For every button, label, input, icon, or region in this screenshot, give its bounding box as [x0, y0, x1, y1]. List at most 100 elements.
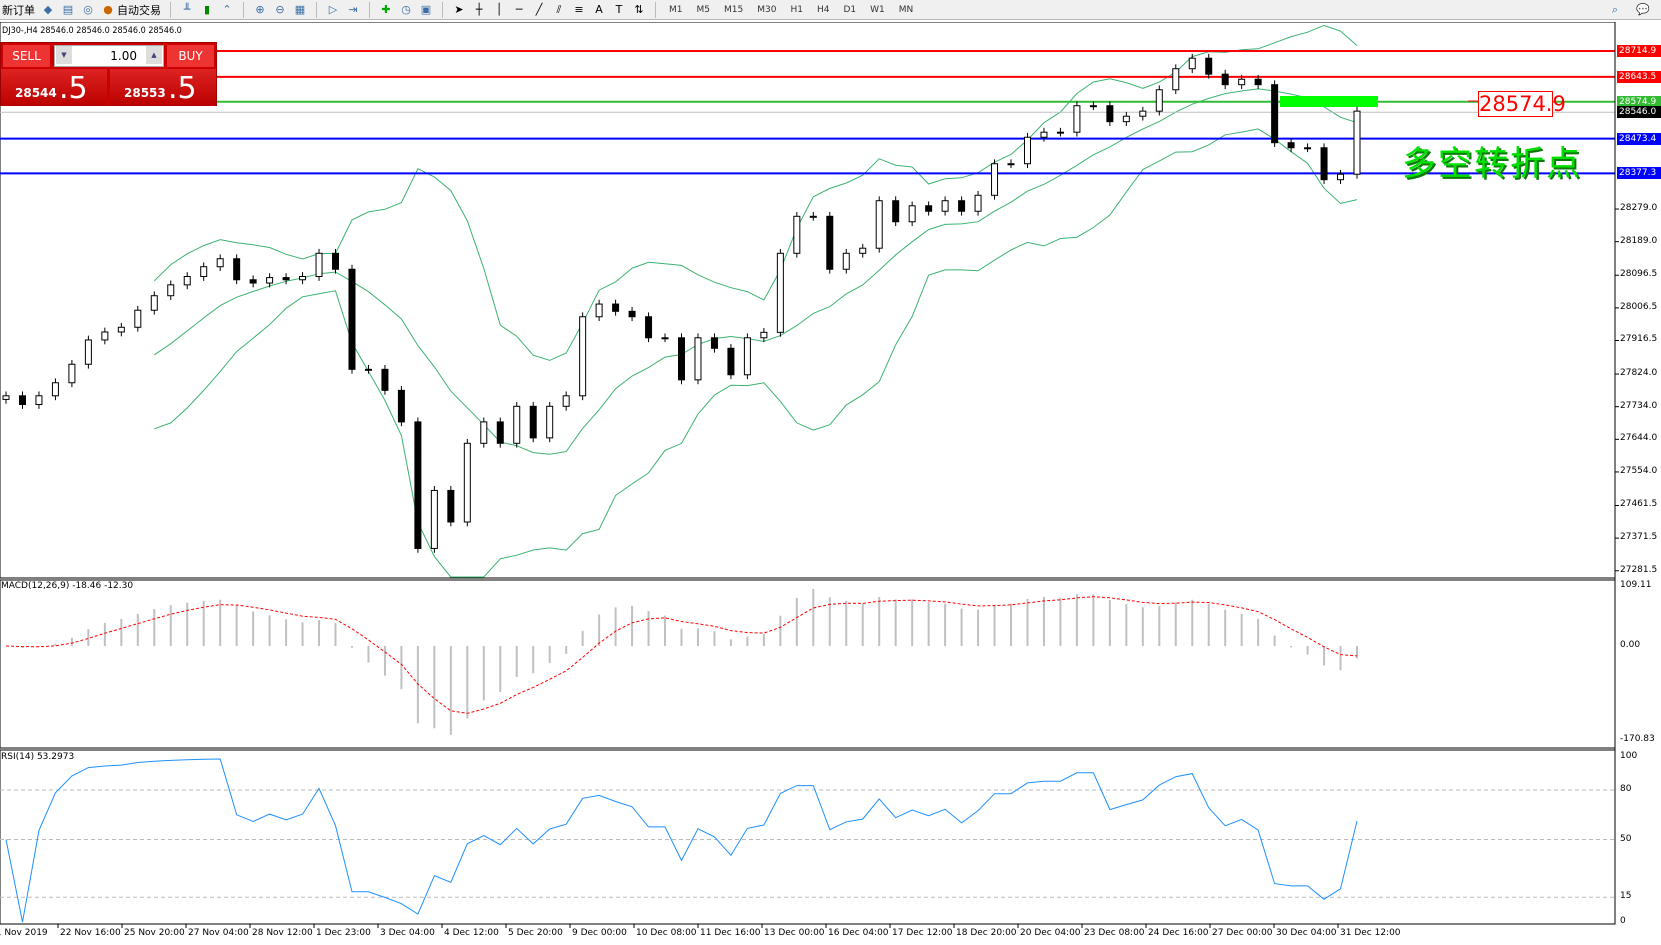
time-axis-label: 10 Dec 08:00	[636, 928, 697, 938]
bearish-candle	[18, 395, 26, 405]
annotation-text[interactable]: 多空转折点	[1402, 144, 1582, 184]
time-axis-label: 27 Nov 04:00	[188, 928, 249, 938]
price-tick-label: 28006.5	[1620, 301, 1658, 312]
bullish-candle	[1188, 57, 1196, 70]
text-icon[interactable]: A	[595, 2, 603, 16]
bearish-candle	[1287, 142, 1295, 149]
lot-increase-icon[interactable]: ▲	[146, 46, 162, 64]
metaeditor-icon[interactable]: ◆	[43, 2, 53, 16]
zoom-out-icon[interactable]: ⊖	[275, 2, 285, 16]
chart-shift-icon[interactable]: ⇥	[348, 2, 358, 16]
timeframe-d1[interactable]: D1	[843, 4, 857, 15]
bearish-candle	[397, 389, 405, 423]
bullish-candle	[1172, 68, 1180, 91]
lot-size-input[interactable]: 1.00	[54, 45, 164, 67]
buy-button[interactable]: BUY	[167, 45, 214, 67]
price-line-label: 28714.9	[1617, 45, 1661, 57]
arrows-icon[interactable]: ⇅	[634, 2, 644, 16]
divider	[243, 1, 244, 18]
bullish-candle	[974, 194, 982, 212]
price-tick-label: 28279.0	[1620, 203, 1658, 214]
toolbar: 新订单 ◆ ▤ ◎ ● 自动交易 ╨ ▮ ⌃ ⊕ ⊖ ▦ ▷ ⇥ ✚ ◷ ▣ ➤ …	[0, 0, 1661, 20]
tile-windows-icon[interactable]: ▦	[294, 2, 306, 16]
timeframe-h1[interactable]: H1	[790, 4, 803, 15]
rsi-tick-label: 50	[1620, 833, 1632, 844]
timeframe-m15[interactable]: M15	[724, 4, 744, 15]
timeframe-m30[interactable]: M30	[757, 4, 777, 15]
time-axis-label: 28 Nov 12:00	[252, 928, 313, 938]
buy-price-main: 28553	[124, 86, 166, 100]
chart-info: DJ30-,H4 28546.0 28546.0 28546.0 28546.0	[2, 26, 182, 36]
price-chart[interactable]	[0, 22, 1661, 945]
lot-decrease-icon[interactable]: ▼	[56, 46, 72, 64]
autoscroll-icon[interactable]: ▷	[328, 2, 338, 16]
candlestick-icon[interactable]: ▮	[203, 2, 211, 16]
bullish-candle	[430, 489, 438, 549]
templates-icon[interactable]: ▣	[420, 2, 432, 16]
divider	[655, 1, 656, 18]
new-order-button[interactable]: 新订单	[2, 2, 35, 18]
bearish-candle	[282, 277, 290, 281]
bullish-candle	[68, 363, 76, 384]
bullish-candle	[842, 252, 850, 270]
auto-trading-button[interactable]: ● 自动交易	[101, 2, 161, 18]
bullish-candle	[562, 395, 570, 407]
cursor-icon[interactable]: ➤	[454, 2, 464, 16]
macd-pane-frame	[0, 579, 1616, 749]
bullish-candle	[1073, 105, 1081, 133]
signals-icon[interactable]: ◎	[83, 2, 93, 16]
indicators-icon[interactable]: ✚	[381, 2, 391, 16]
timeframe-mn[interactable]: MN	[898, 4, 914, 15]
bullish-candle	[183, 276, 191, 286]
line-chart-icon[interactable]: ⌃	[222, 2, 232, 16]
timeframe-h4[interactable]: H4	[816, 4, 830, 15]
bollinger-middle-band	[154, 88, 1358, 455]
bearish-candle	[414, 421, 422, 549]
text-label-icon[interactable]: T	[615, 2, 623, 16]
macd-tick-label: 0.00	[1620, 640, 1641, 650]
fibonacci-icon[interactable]: ≡	[574, 2, 584, 16]
bullish-candle	[35, 395, 43, 405]
divider	[316, 1, 317, 18]
bearish-candle	[710, 337, 718, 349]
macd-label: MACD(12,26,9) -18.46 -12.30	[1, 581, 134, 591]
time-axis-label: 4 Dec 12:00	[444, 928, 499, 938]
bullish-candle	[480, 421, 488, 444]
trendline-icon[interactable]: ╱	[535, 2, 543, 16]
time-axis-label: 31 Dec 12:00	[1340, 928, 1401, 938]
terminal-icon[interactable]: ▤	[62, 2, 74, 16]
bullish-candle	[1089, 105, 1097, 108]
timeframe-w1[interactable]: W1	[870, 4, 885, 15]
rsi-tick-label: 100	[1620, 751, 1638, 761]
horizontal-line-icon[interactable]: ─	[515, 2, 523, 16]
periods-icon[interactable]: ◷	[401, 2, 411, 16]
sell-price[interactable]: 28544.5	[1, 69, 107, 106]
timeframe-m1[interactable]: M1	[669, 4, 683, 15]
time-axis-label: 23 Dec 08:00	[1084, 928, 1145, 938]
price-tick-label: 28096.5	[1620, 269, 1658, 280]
bearish-candle	[1205, 57, 1213, 75]
sell-button[interactable]: SELL	[3, 45, 50, 67]
bar-chart-icon[interactable]: ╨	[183, 2, 191, 16]
price-label-box[interactable]: 28574.9	[1478, 91, 1566, 117]
time-axis-label: 9 Dec 00:00	[572, 928, 627, 938]
buy-price[interactable]: 28553.5	[110, 69, 216, 106]
bullish-candle	[134, 309, 142, 328]
auto-trading-label: 自动交易	[117, 3, 161, 17]
bullish-candle	[216, 258, 224, 268]
price-tick-label: 27461.5	[1620, 499, 1658, 510]
chat-icon[interactable]: 💬	[1636, 2, 1650, 16]
price-tick-label: 27554.0	[1620, 465, 1658, 476]
crosshair-icon[interactable]: ┼	[475, 2, 483, 16]
new-order-label: 新订单	[2, 3, 35, 17]
sell-price-pips: .5	[59, 71, 88, 106]
one-click-trading-panel: SELL 1.00 ▼ ▲ BUY 28544.5 28553.5	[0, 42, 217, 106]
bullish-candle	[1122, 115, 1130, 123]
timeframe-m5[interactable]: M5	[696, 4, 711, 15]
price-tick-label: 27916.5	[1620, 334, 1658, 345]
equidistant-channel-icon[interactable]: ⫽	[556, 2, 562, 16]
zoom-in-icon[interactable]: ⊕	[255, 2, 265, 16]
bullish-candle	[513, 405, 521, 444]
search-icon[interactable]: ⌕	[1611, 2, 1619, 16]
vertical-line-icon[interactable]: │	[495, 2, 503, 16]
